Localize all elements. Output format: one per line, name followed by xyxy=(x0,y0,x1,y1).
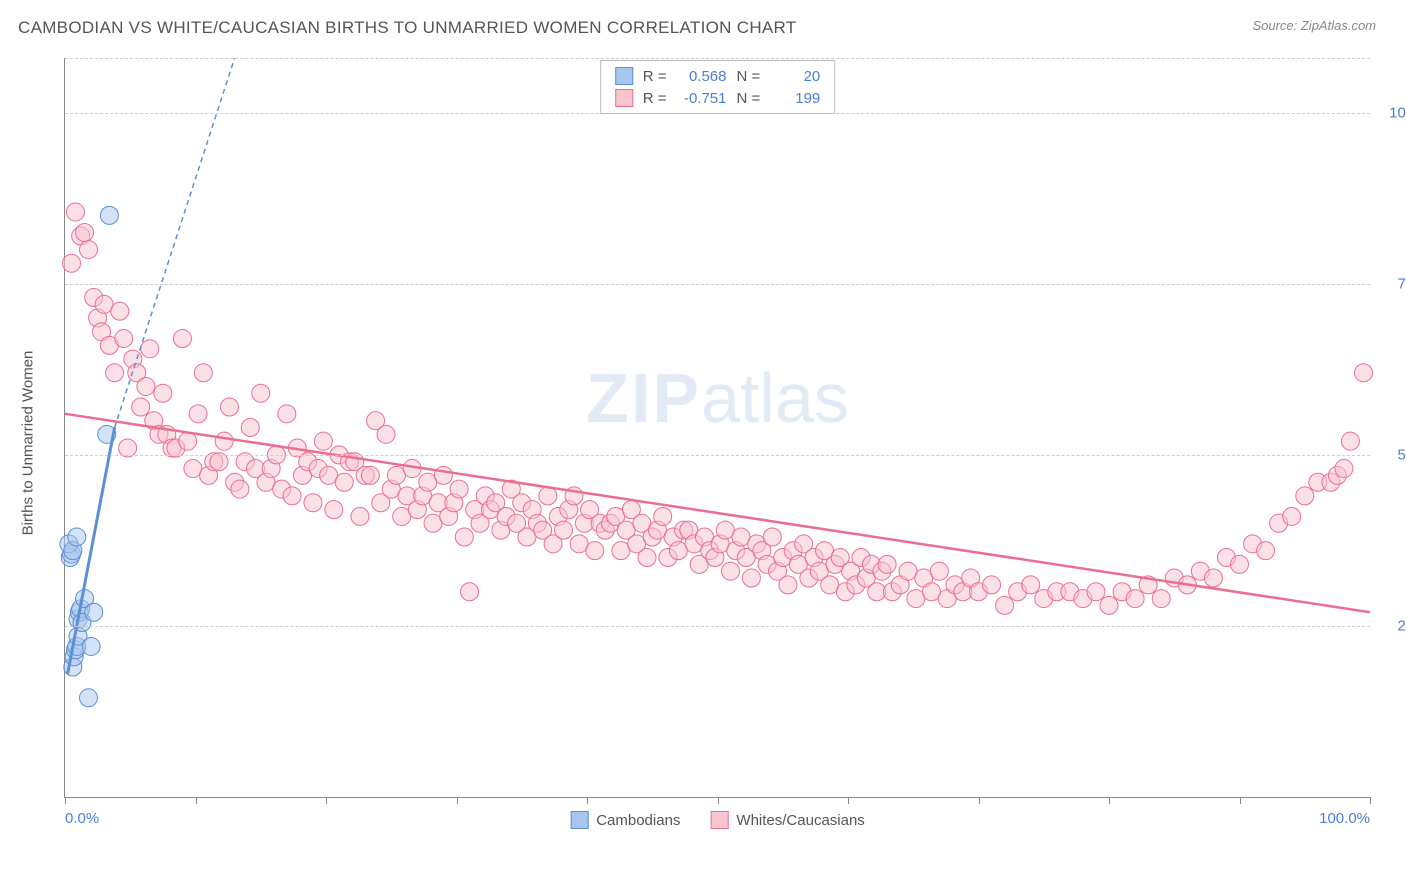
data-point xyxy=(283,487,301,505)
data-point xyxy=(325,501,343,519)
data-point xyxy=(1100,596,1118,614)
data-point xyxy=(111,302,129,320)
stats-r-val-1: 0.568 xyxy=(677,68,727,85)
data-point xyxy=(1231,555,1249,573)
stats-box: R = 0.568 N = 20 R = -0.751 N = 199 xyxy=(600,60,836,114)
stats-swatch-2 xyxy=(615,89,633,107)
data-point xyxy=(194,364,212,382)
legend-label-1: Cambodians xyxy=(596,812,680,829)
data-point xyxy=(154,384,172,402)
legend-item-2: Whites/Caucasians xyxy=(710,811,864,829)
chart-header: CAMBODIAN VS WHITE/CAUCASIAN BIRTHS TO U… xyxy=(0,0,1406,46)
data-point xyxy=(461,583,479,601)
data-point xyxy=(1283,507,1301,525)
stats-row-2: R = -0.751 N = 199 xyxy=(615,87,821,109)
data-point xyxy=(1257,542,1275,560)
data-point xyxy=(377,425,395,443)
data-point xyxy=(1204,569,1222,587)
data-point xyxy=(654,507,672,525)
data-point xyxy=(231,480,249,498)
x-tick-label: 0.0% xyxy=(65,810,99,827)
y-axis-label: Births to Unmarried Women xyxy=(20,351,37,536)
data-point xyxy=(137,377,155,395)
y-tick-label: 75.0% xyxy=(1380,275,1406,292)
data-point xyxy=(82,637,100,655)
data-point xyxy=(132,398,150,416)
data-point xyxy=(314,432,332,450)
data-point xyxy=(450,480,468,498)
data-point xyxy=(220,398,238,416)
data-point xyxy=(189,405,207,423)
data-point xyxy=(335,473,353,491)
stats-n-val-1: 20 xyxy=(770,68,820,85)
data-point xyxy=(79,689,97,707)
data-point xyxy=(173,330,191,348)
data-point xyxy=(304,494,322,512)
data-point xyxy=(742,569,760,587)
data-point xyxy=(763,528,781,546)
data-point xyxy=(722,562,740,580)
data-point xyxy=(241,419,259,437)
data-point xyxy=(586,542,604,560)
stats-r-val-2: -0.751 xyxy=(677,90,727,107)
stats-n-val-2: 199 xyxy=(770,90,820,107)
legend-swatch-2 xyxy=(710,811,728,829)
stats-row-1: R = 0.568 N = 20 xyxy=(615,65,821,87)
data-point xyxy=(555,521,573,539)
legend: Cambodians Whites/Caucasians xyxy=(570,811,865,829)
data-point xyxy=(539,487,557,505)
data-point xyxy=(1341,432,1359,450)
data-point xyxy=(68,528,86,546)
plot-area: ZIPatlas R = 0.568 N = 20 R = -0.751 N =… xyxy=(64,58,1370,798)
source-label: Source: ZipAtlas.com xyxy=(1252,18,1376,33)
stats-n-label-1: N = xyxy=(737,68,761,85)
chart-title: CAMBODIAN VS WHITE/CAUCASIAN BIRTHS TO U… xyxy=(18,18,797,38)
data-point xyxy=(252,384,270,402)
legend-swatch-1 xyxy=(570,811,588,829)
data-point xyxy=(1152,590,1170,608)
data-point xyxy=(79,241,97,259)
plot-svg xyxy=(65,58,1370,797)
chart-container: Births to Unmarried Women ZIPatlas R = 0… xyxy=(50,58,1380,828)
data-point xyxy=(85,603,103,621)
data-point xyxy=(351,507,369,525)
y-tick-label: 100.0% xyxy=(1380,104,1406,121)
data-point xyxy=(1335,460,1353,478)
data-point xyxy=(361,466,379,484)
y-tick-label: 25.0% xyxy=(1380,617,1406,634)
data-point xyxy=(179,432,197,450)
data-point xyxy=(1296,487,1314,505)
data-point xyxy=(996,596,1014,614)
data-point xyxy=(983,576,1001,594)
data-point xyxy=(434,466,452,484)
data-point xyxy=(930,562,948,580)
data-point xyxy=(66,203,84,221)
x-tick-label: 100.0% xyxy=(1319,810,1370,827)
y-tick-label: 50.0% xyxy=(1380,446,1406,463)
data-point xyxy=(141,340,159,358)
data-point xyxy=(215,432,233,450)
data-point xyxy=(1354,364,1372,382)
data-point xyxy=(106,364,124,382)
data-point xyxy=(63,254,81,272)
data-point xyxy=(878,555,896,573)
data-point xyxy=(115,330,133,348)
data-point xyxy=(779,576,797,594)
stats-swatch-1 xyxy=(615,67,633,85)
legend-item-1: Cambodians xyxy=(570,811,680,829)
data-point xyxy=(1022,576,1040,594)
stats-r-label-2: R = xyxy=(643,90,667,107)
stats-r-label-1: R = xyxy=(643,68,667,85)
data-point xyxy=(1087,583,1105,601)
data-point xyxy=(455,528,473,546)
data-point xyxy=(278,405,296,423)
stats-n-label-2: N = xyxy=(737,90,761,107)
data-point xyxy=(638,549,656,567)
data-point xyxy=(1126,590,1144,608)
data-point xyxy=(76,223,94,241)
data-point xyxy=(100,206,118,224)
legend-label-2: Whites/Caucasians xyxy=(736,812,864,829)
